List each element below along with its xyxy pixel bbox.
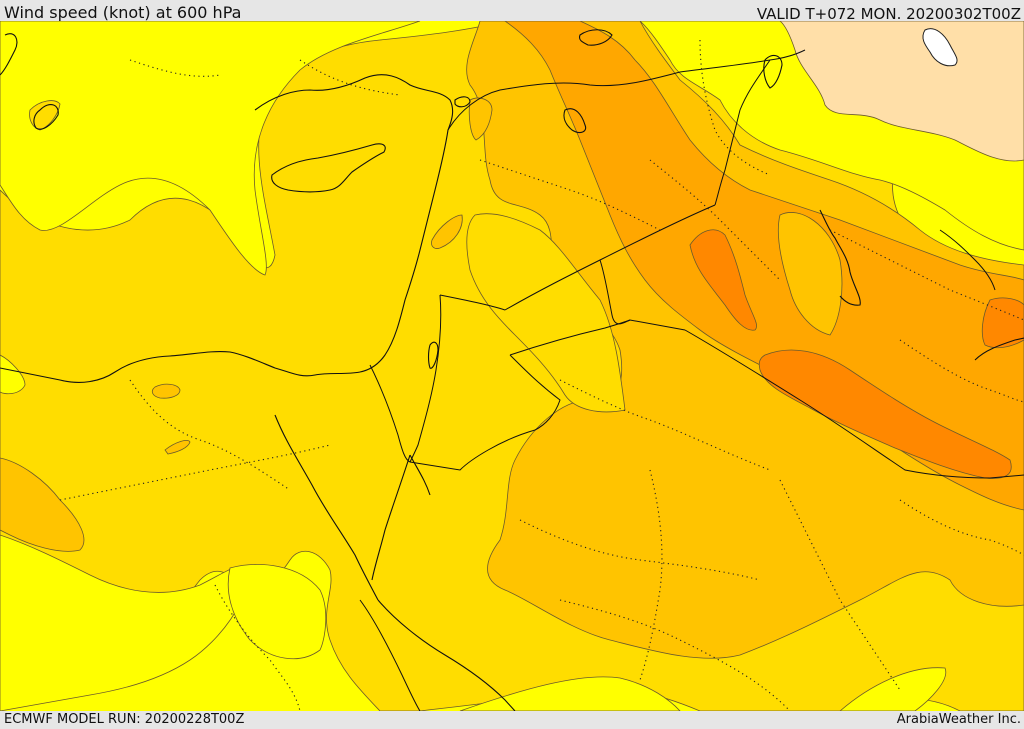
band-3-spot-4 [468, 97, 493, 141]
map-canvas [0, 21, 1024, 711]
levant-coast [359, 129, 449, 373]
band-1-sinai-south [227, 564, 327, 660]
map-title: Wind speed (knot) at 600 hPa [4, 3, 242, 22]
province-line-1 [129, 379, 291, 491]
border-egypt-israel [369, 364, 411, 463]
lake-urmia [578, 29, 613, 46]
header: Wind speed (knot) at 600 hPa VALID T+072… [0, 0, 1024, 23]
footer: ECMWF MODEL RUN: 20200228T00Z ArabiaWeat… [0, 711, 1024, 729]
gulf-of-suez [274, 414, 379, 601]
caspian [763, 54, 783, 89]
border-turkey-syria [447, 49, 806, 131]
province-line-16 [559, 599, 791, 711]
band-5-east [981, 297, 1024, 349]
band-3-spot-1 [151, 383, 181, 399]
red-sea-west [377, 599, 516, 711]
lake-north [922, 28, 958, 67]
gulf-north [819, 209, 861, 306]
border-iraq-iran [714, 59, 771, 206]
border-egypt-sudan [359, 599, 421, 711]
province-line-3 [214, 584, 301, 711]
border-saudi-iraq [684, 329, 1024, 479]
border-jordan-iraq [599, 259, 631, 325]
band-3-spot-2 [164, 440, 191, 455]
turkey-south-coast [254, 74, 454, 131]
coastlines [0, 29, 1024, 711]
band-1-egypt-west [0, 354, 26, 395]
band-3-spot-3 [431, 214, 463, 249]
lake-tharthar [563, 108, 587, 134]
province-boundaries [59, 39, 1024, 711]
province-line-10 [899, 499, 1024, 556]
province-line-7 [519, 519, 761, 581]
province-line-14 [129, 59, 221, 77]
band-1-northwest [0, 21, 421, 276]
wind-speed-map[interactable] [0, 21, 1024, 711]
band-5-iraq [689, 229, 757, 331]
band-3-gulf-island [777, 212, 843, 336]
border-jordan-saudi-south [409, 354, 561, 471]
model-run-label: ECMWF MODEL RUN: 20200228T00Z [4, 712, 245, 727]
province-line-15 [899, 339, 1024, 403]
border-iran-iraq-south [939, 229, 996, 291]
lake-van [454, 96, 471, 108]
band-3-egypt [0, 457, 85, 552]
province-line-13 [299, 59, 401, 96]
borders [359, 49, 1024, 711]
band-light-north [779, 21, 1024, 162]
egypt-north-coast [0, 351, 361, 383]
credit-label: ArabiaWeather Inc. [896, 712, 1021, 727]
province-line-4 [479, 159, 661, 231]
band-1-arabia-south [459, 676, 681, 711]
persian-gulf-coast [974, 337, 1024, 361]
band-4-main [504, 21, 1024, 511]
border-syria-jordan [439, 294, 506, 311]
dead-sea [427, 341, 439, 369]
cyprus [271, 143, 386, 193]
province-line-8 [639, 469, 663, 681]
border-jordan-saudi [509, 319, 686, 356]
province-line-5 [649, 159, 781, 281]
aegean-islands [0, 33, 59, 130]
sinai-east-coast [371, 454, 411, 581]
province-line-9 [779, 479, 901, 691]
province-line-6 [559, 379, 771, 471]
border-jordan-israel [409, 294, 442, 463]
valid-time: VALID T+072 MON. 20200302T00Z [756, 5, 1021, 23]
band-2-spot-5 [29, 100, 61, 131]
border-syria-iraq [504, 204, 716, 311]
band-2-jordan [466, 213, 626, 413]
band-1-gulf-south [839, 667, 947, 711]
